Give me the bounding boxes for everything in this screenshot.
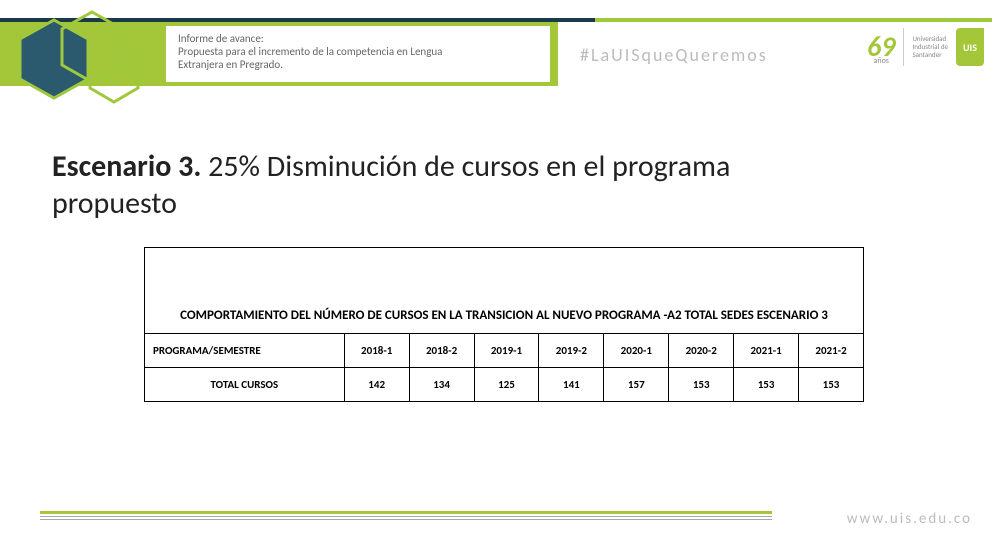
- slide-title: Escenario 3. 25% Disminución de cursos e…: [52, 148, 952, 222]
- table-data-row: TOTAL CURSOS 142 134 125 141 157 153 153…: [145, 367, 864, 401]
- data-table: COMPORTAMIENTO DEL NÚMERO DE CURSOS EN L…: [144, 247, 864, 402]
- header-box-edge: [553, 26, 557, 82]
- uis-name-line: Santander: [912, 51, 948, 59]
- table-header-cell: 2021-2: [799, 333, 864, 367]
- table-header-cell: 2018-2: [409, 333, 474, 367]
- hashtag-text: #LaUISqueQueremos: [580, 44, 768, 66]
- uis-name: Universidad Industrial de Santander: [912, 35, 948, 58]
- intro-line: Extranjera en Pregrado.: [178, 58, 538, 71]
- table-caption-row: COMPORTAMIENTO DEL NÚMERO DE CURSOS EN L…: [145, 302, 864, 334]
- data-table-wrap: COMPORTAMIENTO DEL NÚMERO DE CURSOS EN L…: [144, 247, 864, 402]
- table-cell: 153: [734, 367, 799, 401]
- footer-line-green: [40, 511, 772, 514]
- header: Informe de avance: Propuesta para el inc…: [0, 18, 992, 95]
- intro-line: Informe de avance:: [178, 32, 538, 45]
- table-header-cell: 2020-2: [669, 333, 734, 367]
- footer-line-grey: [40, 519, 772, 520]
- table-header-label: PROGRAMA/SEMESTRE: [145, 333, 345, 367]
- header-intro-box: Informe de avance: Propuesta para el inc…: [166, 26, 550, 82]
- table-header-cell: 2019-1: [474, 333, 539, 367]
- anniversary-logo: 69 años: [867, 29, 895, 66]
- table-cell: 157: [604, 367, 669, 401]
- table-cell: 134: [409, 367, 474, 401]
- table-header-row: PROGRAMA/SEMESTRE 2018-1 2018-2 2019-1 2…: [145, 333, 864, 367]
- footer-line-grey: [40, 516, 772, 517]
- footer-lines: [40, 511, 772, 520]
- title-bold: Escenario 3.: [52, 148, 208, 185]
- table-cell: 153: [799, 367, 864, 401]
- table-header-cell: 2019-2: [539, 333, 604, 367]
- logo-cluster: 69 años Universidad Industrial de Santan…: [867, 28, 984, 66]
- uis-badge-icon: UIS: [956, 28, 984, 66]
- table-header-cell: 2018-1: [344, 333, 409, 367]
- table-header-cell: 2020-1: [604, 333, 669, 367]
- title-sub: propuesto: [52, 185, 952, 222]
- hex-icon: [88, 44, 140, 104]
- table-blank-row: [145, 248, 864, 302]
- footer-url: www.uis.edu.co: [847, 510, 972, 528]
- table-header-cell: 2021-1: [734, 333, 799, 367]
- table-cell: 153: [669, 367, 734, 401]
- table-caption: COMPORTAMIENTO DEL NÚMERO DE CURSOS EN L…: [145, 302, 864, 334]
- footer: www.uis.edu.co: [0, 504, 992, 534]
- title-rest: 25% Disminución de cursos en el programa: [208, 148, 730, 185]
- table-cell: 141: [539, 367, 604, 401]
- table-cell: 125: [474, 367, 539, 401]
- intro-line: Propuesta para el incremento de la compe…: [178, 45, 538, 58]
- table-row-label: TOTAL CURSOS: [145, 367, 345, 401]
- table-cell: 142: [344, 367, 409, 401]
- logo-divider: [903, 28, 904, 66]
